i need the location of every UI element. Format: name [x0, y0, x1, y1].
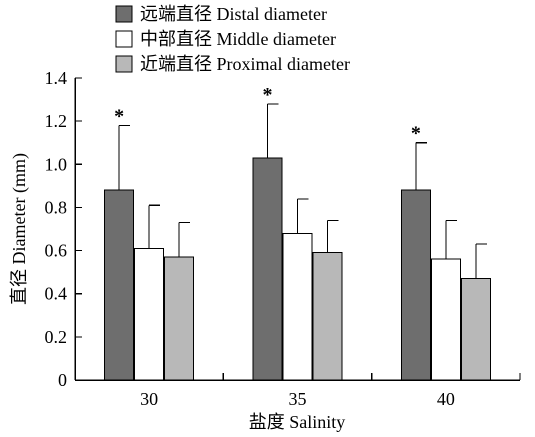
x-tick-label: 30	[140, 389, 158, 409]
bar	[282, 232, 313, 381]
significance-mark: *	[411, 123, 421, 145]
y-tick-label: 1.2	[45, 111, 68, 131]
y-tick-label: 1.4	[45, 68, 68, 88]
y-tick-label: 0.2	[45, 327, 68, 347]
bar	[400, 189, 431, 381]
legend-swatch	[115, 55, 133, 73]
y-tick-label: 1.0	[45, 154, 68, 174]
error-bars-layer	[118, 103, 487, 279]
bar	[430, 258, 461, 381]
y-tick-label: 0.8	[45, 197, 68, 217]
bar	[104, 189, 135, 381]
y-ticks: 0 0.2 0.4 0.6 0.8 1.0 1.2 1.4	[45, 68, 82, 390]
bar	[460, 278, 491, 381]
bars-layer	[104, 157, 491, 381]
axes-layer	[74, 78, 520, 381]
y-tick-label: 0.6	[45, 241, 68, 261]
legend-label: 近端直径 Proximal diameter	[140, 54, 350, 74]
bar	[164, 256, 195, 381]
significance-mark: *	[114, 105, 124, 127]
y-tick-label: 0	[58, 370, 67, 390]
y-tick-label: 0.4	[45, 284, 68, 304]
x-tick-label: 40	[437, 389, 455, 409]
legend-swatch	[115, 5, 133, 23]
x-ticks: 30 35 40	[74, 373, 521, 409]
legend-swatch	[115, 30, 133, 48]
legend: 远端直径 Distal diameter 中部直径 Middle diameter…	[115, 4, 350, 74]
bar	[252, 157, 283, 381]
y-axis-title: 直径 Diameter (mm)	[9, 153, 30, 305]
x-tick-label: 35	[289, 389, 307, 409]
bar	[134, 247, 165, 381]
significance-marks-layer: * * *	[114, 84, 421, 145]
legend-label: 远端直径 Distal diameter	[140, 4, 327, 24]
legend-label: 中部直径 Middle diameter	[140, 29, 336, 49]
significance-mark: *	[263, 84, 273, 106]
x-axis-title: 盐度 Salinity	[249, 412, 346, 432]
bar	[312, 252, 343, 381]
